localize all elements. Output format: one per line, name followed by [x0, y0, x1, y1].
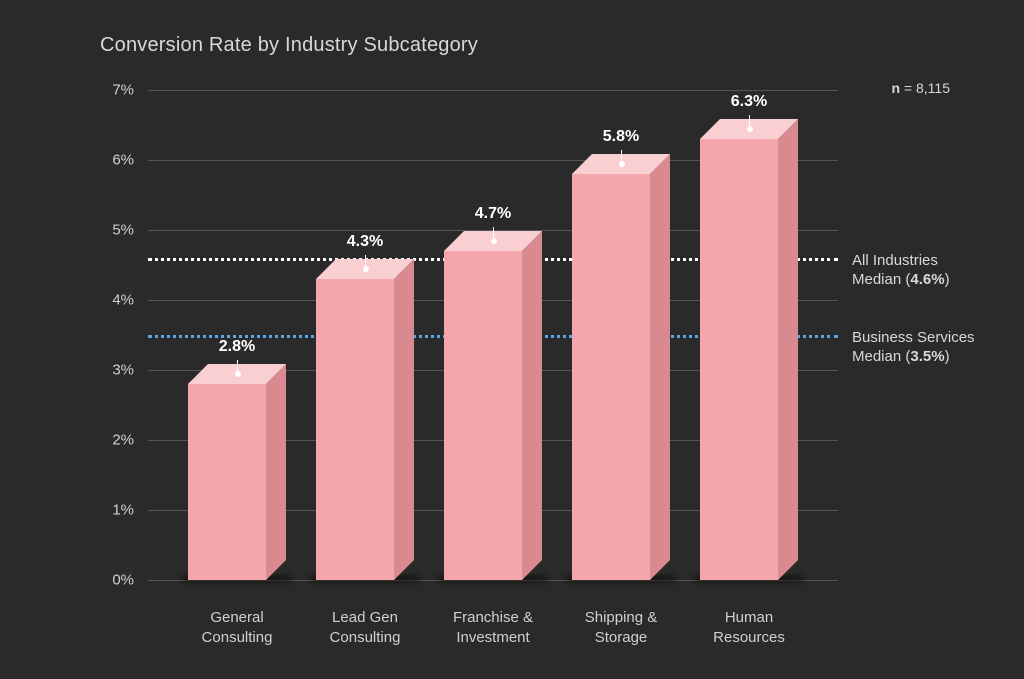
- y-axis-tick: 2%: [112, 432, 134, 449]
- x-axis-label: GeneralConsulting: [167, 608, 307, 647]
- bar: 2.8%: [188, 384, 266, 580]
- bar-value-label: 4.7%: [433, 205, 553, 223]
- y-axis-tick: 4%: [112, 292, 134, 309]
- x-axis-label: Franchise &Investment: [423, 608, 563, 647]
- sample-size-label: n = 8,115: [891, 80, 950, 96]
- bar-value-label: 6.3%: [689, 93, 809, 111]
- y-axis-tick: 5%: [112, 222, 134, 239]
- bar-value-label: 5.8%: [561, 128, 681, 146]
- bar: 4.3%: [316, 279, 394, 580]
- y-axis-tick: 1%: [112, 502, 134, 519]
- y-axis-tick: 0%: [112, 572, 134, 589]
- x-axis-label: Shipping &Storage: [551, 608, 691, 647]
- chart-plot-area: 0%1%2%3%4%5%6%7%All IndustriesMedian (4.…: [148, 90, 838, 580]
- y-axis-tick: 3%: [112, 362, 134, 379]
- reference-line-label: Business ServicesMedian (3.5%): [852, 329, 975, 367]
- bar-value-label: 4.3%: [305, 233, 425, 251]
- x-axis-label: Lead GenConsulting: [295, 608, 435, 647]
- bar: 4.7%: [444, 251, 522, 580]
- y-axis-tick: 6%: [112, 152, 134, 169]
- x-axis-label: HumanResources: [679, 608, 819, 647]
- chart-title: Conversion Rate by Industry Subcategory: [100, 34, 478, 57]
- bar: 6.3%: [700, 139, 778, 580]
- y-axis-tick: 7%: [112, 82, 134, 99]
- reference-line-label: All IndustriesMedian (4.6%): [852, 252, 950, 290]
- gridline: [148, 90, 838, 91]
- bar-value-label: 2.8%: [177, 338, 297, 356]
- bar: 5.8%: [572, 174, 650, 580]
